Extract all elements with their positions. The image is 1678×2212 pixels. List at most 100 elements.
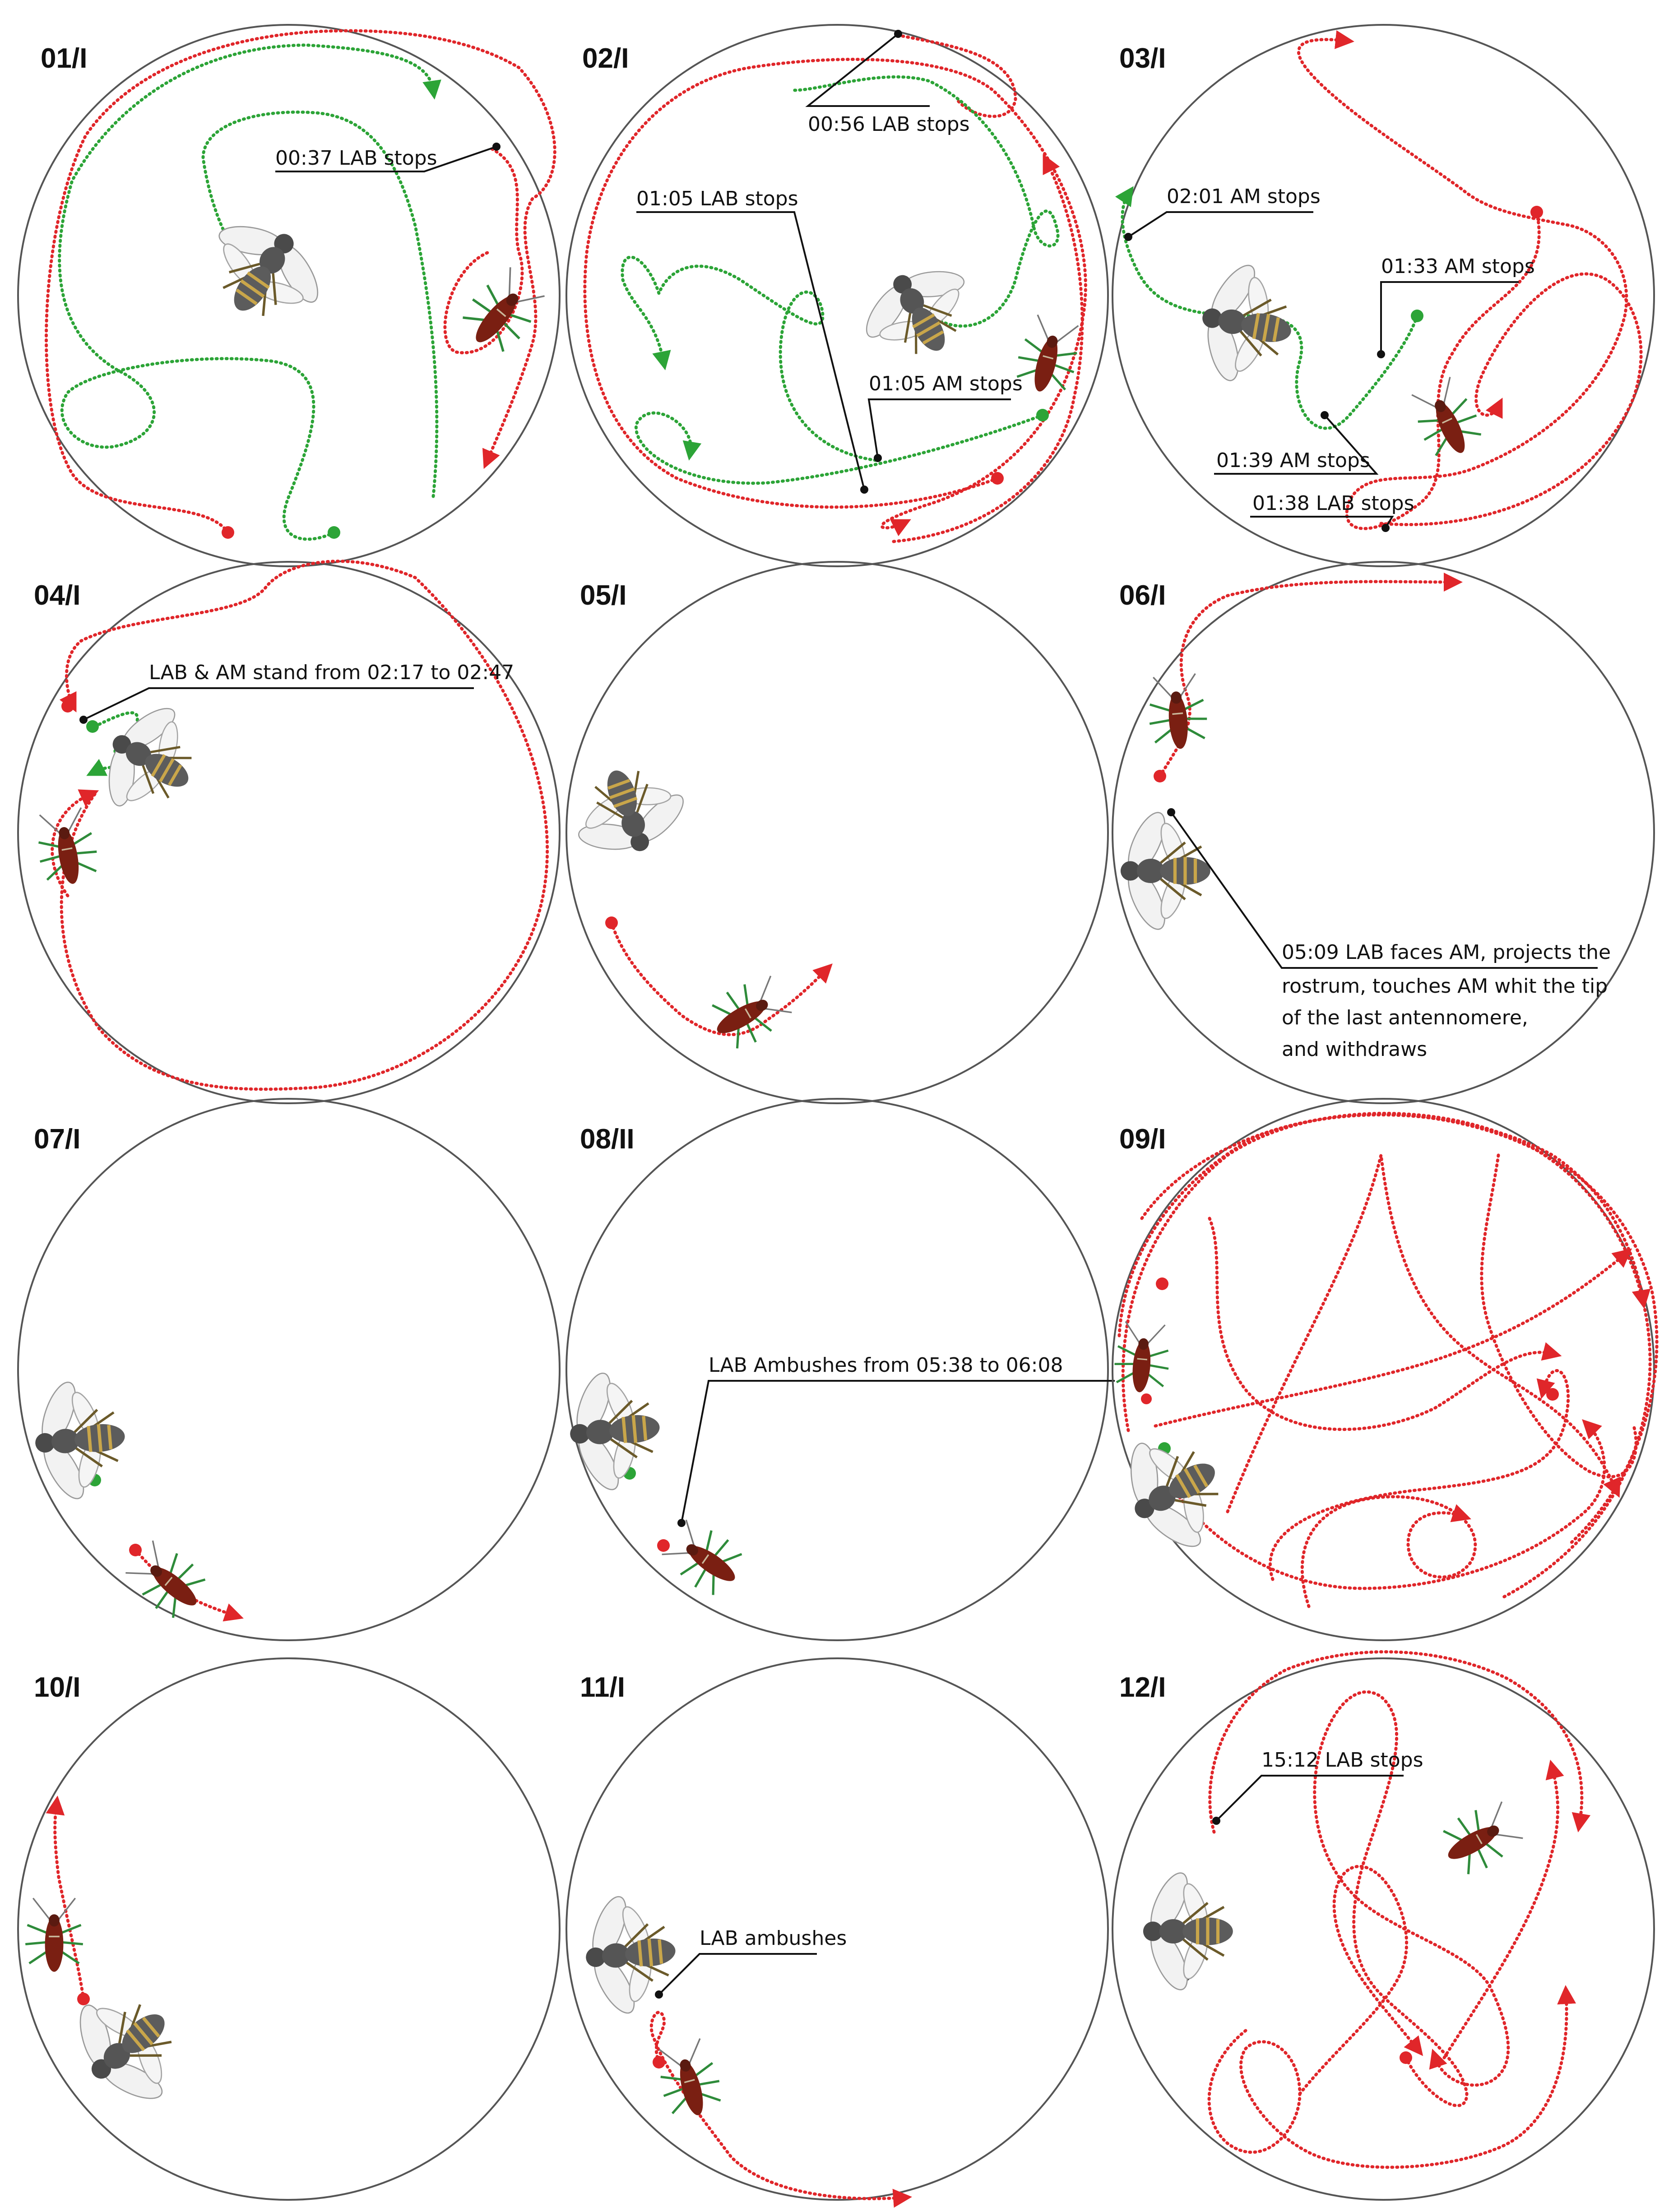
lab-trail-mid	[1298, 1865, 1423, 2096]
arena-circle	[566, 1657, 1109, 2201]
lab-trail	[610, 921, 833, 1037]
lab-start-dot	[991, 472, 1004, 485]
lab-start-dot	[77, 1993, 90, 2005]
panel-12: 12/I 15:12 LAB stops	[1112, 1650, 1655, 2201]
am-bee-icon	[846, 246, 992, 379]
arena-circle	[17, 1098, 561, 1641]
annotation-text: of the last antennomere,	[1282, 1006, 1528, 1029]
arena-circle	[17, 561, 561, 1104]
arena-circle	[1112, 24, 1655, 567]
annotation-leader	[805, 33, 930, 107]
lab-trail-top	[901, 34, 1017, 118]
lab-start-dot	[1154, 770, 1166, 782]
lab-bug-icon	[25, 1898, 83, 1972]
annotation-text: 02:01 AM stops	[1167, 185, 1321, 208]
am-trail	[58, 43, 441, 541]
lab-bug-icon	[1405, 374, 1488, 465]
arena-circle	[17, 24, 561, 567]
lab-start-dot	[605, 916, 618, 929]
panel-label: 11/I	[580, 1672, 625, 1703]
annotation-text: 00:37 LAB stops	[275, 147, 437, 170]
lab-trail-cross-2	[1154, 1248, 1632, 1428]
panel-09: 09/I	[1104, 1098, 1659, 1641]
am-bee-icon	[565, 1364, 665, 1498]
panel-11: 11/I LAB ambushes	[566, 1657, 1109, 2208]
panel-label: 06/I	[1119, 580, 1166, 611]
lab-trail-perimeter-2	[1140, 1112, 1659, 1545]
annotation-text: and withdraws	[1282, 1038, 1427, 1061]
annotation-text: LAB & AM stand from 02:17 to 02:47	[149, 661, 514, 684]
am-trail-right	[793, 75, 1060, 328]
panel-06: 06/I 05:09 LAB faces AM, projects the ro…	[1112, 561, 1655, 1104]
annotation-text: 01:05 AM stops	[869, 372, 1023, 395]
annotation-leader	[658, 1953, 817, 1995]
panel-01: 01/I 00:37 LAB stops	[17, 24, 561, 567]
am-bee-icon	[1121, 808, 1210, 935]
panel-02: 02/I 00:56 LAB stops 01:05 LAB stops 01:…	[566, 24, 1109, 567]
am-bee-icon	[558, 750, 700, 871]
annotation-text: rostrum, touches AM whit the tip	[1282, 975, 1608, 998]
annotation-leader	[636, 211, 865, 490]
annotation-text: LAB ambushes	[700, 1927, 847, 1950]
lab-start-dot	[61, 700, 74, 713]
panel-label: 08/II	[580, 1124, 635, 1155]
panel-label: 05/I	[580, 580, 626, 611]
lab-trail-lower	[1207, 1985, 1576, 2169]
panel-label: 02/I	[582, 43, 629, 74]
lab-trail	[583, 58, 1087, 537]
lab-bug-icon	[1145, 673, 1209, 751]
am-start-dot	[86, 720, 99, 733]
am-start-dot	[1036, 409, 1049, 421]
annotation-text: 05:09 LAB faces AM, projects the	[1282, 941, 1611, 964]
arena-circle	[17, 1657, 561, 2201]
annotation-text: 01:05 LAB stops	[636, 187, 798, 210]
arena-circle	[566, 24, 1109, 567]
lab-trail	[1313, 1690, 1510, 2107]
lab-bug-icon	[1434, 1795, 1527, 1882]
am-bee-icon	[186, 199, 341, 346]
annotation-text: LAB Ambushes from 05:38 to 06:08	[709, 1354, 1063, 1377]
lab-start-dot	[1156, 1277, 1168, 1290]
annotation-leader	[1250, 516, 1394, 529]
lab-position-dot	[1546, 1388, 1559, 1401]
am-start-dot	[1411, 310, 1423, 322]
am-trail	[1115, 186, 1419, 430]
lab-bug-icon	[658, 1513, 751, 1603]
lab-start-dot	[1530, 206, 1543, 218]
arena-circle	[1112, 561, 1655, 1104]
lab-bug-icon	[32, 806, 102, 889]
lab-start-dot	[1400, 2051, 1412, 2064]
annotation-text: 01:33 AM stops	[1381, 255, 1535, 278]
annotation-text: 01:39 AM stops	[1216, 449, 1370, 472]
annotation-text: 00:56 LAB stops	[808, 113, 970, 136]
am-bee-icon	[580, 1887, 681, 2021]
lab-start-dot	[653, 2056, 665, 2069]
lab-trail-loop	[59, 560, 549, 1091]
am-trail	[634, 411, 1044, 485]
panel-label: 01/I	[41, 43, 87, 74]
annotation-leader	[681, 1380, 1115, 1523]
lab-trail-cross-1	[1226, 1155, 1621, 1513]
lab-trail	[45, 29, 556, 534]
panel-04: 04/I LAB & AM stand from 02:17 to 02:47	[17, 560, 561, 1104]
lab-trail-inner	[892, 154, 1084, 543]
lab-trail	[649, 2011, 912, 2208]
am-start-dot	[328, 526, 340, 539]
arena-circle	[566, 561, 1109, 1104]
annotation-leader	[1215, 1775, 1404, 1822]
annotation-leader	[83, 687, 474, 721]
arena-circle	[1112, 1098, 1655, 1641]
am-trail-wander	[621, 255, 877, 462]
panel-03: 03/I 02:01 AM stops 01:33 AM stops 01:39…	[1112, 24, 1655, 567]
panel-label: 12/I	[1119, 1672, 1166, 1703]
lab-trail	[134, 1548, 244, 1622]
lab-bug-icon	[703, 969, 796, 1056]
am-bee-icon	[1191, 254, 1302, 394]
lab-trail-cross-4	[1300, 1495, 1477, 1608]
lab-position-dot	[1141, 1393, 1152, 1404]
am-trail-branch	[201, 110, 439, 498]
lab-trail	[1158, 572, 1463, 778]
panel-label: 07/I	[34, 1124, 80, 1155]
lab-trail-cross-5	[1208, 1217, 1562, 1431]
annotation-leader	[1170, 811, 1598, 969]
